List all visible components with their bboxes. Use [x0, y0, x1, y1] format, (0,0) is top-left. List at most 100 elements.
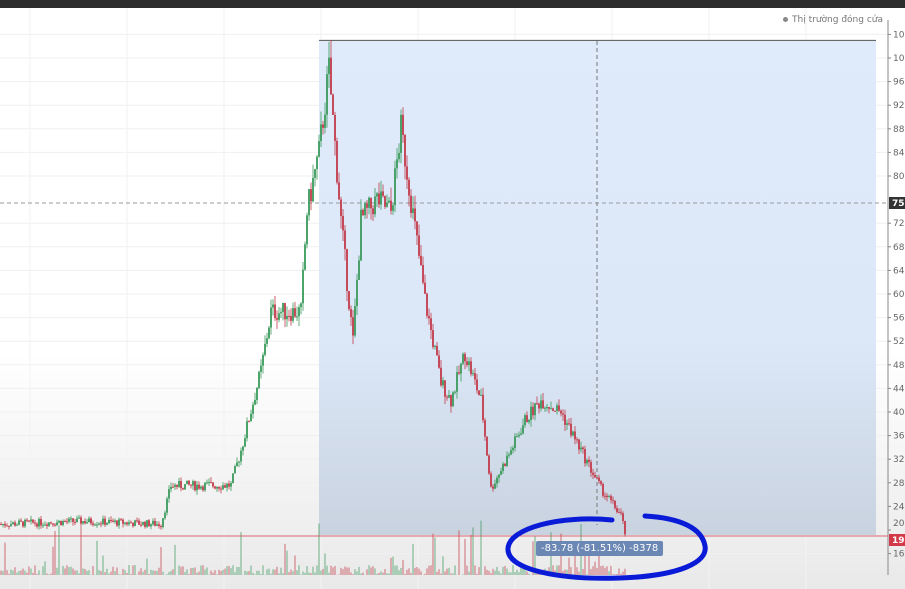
- volume-bar: [598, 547, 600, 575]
- volume-bar: [568, 557, 570, 575]
- candle-body: [400, 114, 402, 153]
- candle-body: [298, 307, 300, 317]
- volume-bar: [556, 565, 558, 575]
- volume-bar: [56, 567, 58, 575]
- candle-body: [328, 57, 330, 75]
- candle-body: [104, 518, 106, 525]
- candle-body: [124, 522, 126, 524]
- volume-bar: [548, 567, 550, 575]
- candle-body: [340, 199, 342, 216]
- candle-body: [250, 413, 252, 422]
- candle-body: [78, 517, 80, 519]
- candle-body: [230, 483, 232, 487]
- volume-bar: [608, 571, 610, 575]
- candle-body: [252, 404, 254, 414]
- volume-bar: [516, 569, 518, 575]
- y-tick-label: 68: [893, 243, 905, 253]
- last-price-badge: [889, 534, 905, 546]
- volume-bar: [438, 569, 440, 575]
- candle-body: [528, 419, 530, 422]
- y-tick-label: 36: [893, 432, 905, 442]
- candle-body: [440, 367, 442, 386]
- volume-bar: [138, 571, 140, 575]
- volume-bar: [162, 571, 164, 575]
- volume-bar: [196, 572, 198, 575]
- volume-bar: [112, 566, 114, 575]
- volume-bar: [618, 568, 620, 575]
- candle-body: [288, 315, 290, 317]
- volume-bar: [520, 565, 522, 575]
- candle-body: [22, 521, 24, 527]
- candle-body: [442, 380, 444, 386]
- candle-body: [574, 431, 576, 440]
- candle-body: [284, 302, 286, 320]
- volume-bar: [322, 568, 324, 575]
- candle-body: [246, 421, 248, 439]
- candle-body: [40, 519, 42, 526]
- volume-bar: [250, 565, 252, 575]
- volume-bar: [360, 573, 362, 575]
- candle-body: [608, 496, 610, 498]
- volume-bar: [140, 568, 142, 575]
- candle-body: [494, 483, 496, 489]
- volume-bar: [206, 567, 208, 575]
- volume-bar: [318, 523, 320, 575]
- volume-bar: [96, 540, 98, 575]
- candle-body: [154, 520, 156, 526]
- candle-body: [478, 390, 480, 396]
- volume-bar: [434, 537, 436, 575]
- volume-bar: [16, 572, 18, 575]
- candle-body: [226, 483, 228, 488]
- volume-bar: [412, 543, 414, 575]
- volume-bar: [22, 568, 24, 575]
- volume-bar: [82, 568, 84, 575]
- volume-bar: [44, 561, 46, 575]
- volume-bar: [464, 538, 466, 575]
- candle-body: [332, 94, 334, 115]
- candle-body: [106, 523, 108, 525]
- candle-body: [14, 522, 16, 526]
- candle-body: [134, 520, 136, 527]
- candle-body: [422, 264, 424, 283]
- volume-bar: [402, 560, 404, 575]
- candle-body: [12, 522, 14, 525]
- candle-body: [604, 495, 606, 497]
- candle-body: [120, 519, 122, 521]
- candle-body: [522, 425, 524, 434]
- candle-body: [618, 512, 620, 514]
- candle-body: [110, 519, 112, 521]
- volume-bar: [394, 565, 396, 575]
- volume-bar: [316, 565, 318, 575]
- candle-body: [454, 391, 456, 393]
- volume-bar: [0, 570, 2, 575]
- candle-body: [436, 345, 438, 356]
- candle-body: [136, 520, 138, 522]
- y-tick-label: 24: [893, 502, 905, 512]
- candle-body: [578, 439, 580, 450]
- candle-body: [446, 396, 448, 398]
- volume-bar: [102, 555, 104, 575]
- y-tick-label: 52: [893, 337, 904, 347]
- candle-body: [588, 459, 590, 463]
- candle-body: [116, 520, 118, 526]
- volume-bar: [522, 567, 524, 575]
- volume-bar: [376, 573, 378, 575]
- volume-bar: [218, 569, 220, 575]
- candle-body: [594, 474, 596, 478]
- y-tick-label: 60: [893, 290, 905, 300]
- candle-body: [242, 446, 244, 451]
- volume-bar: [372, 566, 374, 575]
- y-tick-label: 80: [893, 172, 905, 182]
- crosshair-price-badge: [889, 197, 905, 209]
- candle-body: [524, 415, 526, 426]
- volume-bar: [198, 571, 200, 575]
- candle-body: [276, 318, 278, 320]
- volume-bar: [146, 558, 148, 575]
- candle-body: [142, 521, 144, 525]
- candle-body: [542, 400, 544, 409]
- volume-bar: [26, 572, 28, 575]
- volume-bar: [148, 573, 150, 575]
- legend-dot-icon: [783, 17, 789, 22]
- volume-bar: [418, 568, 420, 575]
